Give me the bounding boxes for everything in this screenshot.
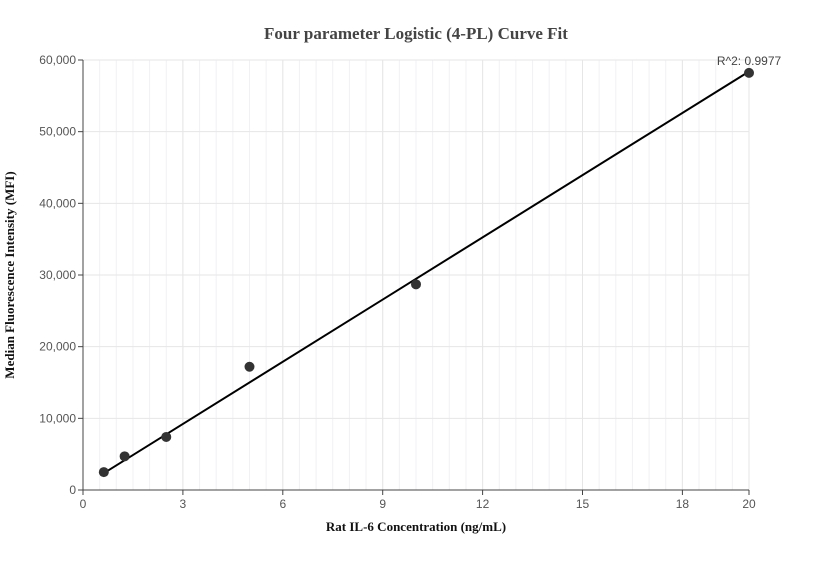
fit-curve	[103, 70, 750, 475]
chart-title: Four parameter Logistic (4-PL) Curve Fit	[264, 24, 568, 43]
x-axis-title: Rat IL-6 Concentration (ng/mL)	[326, 519, 506, 534]
data-point	[98, 467, 109, 478]
y-tick-label: 60,000	[39, 53, 76, 67]
x-tick-label: 3	[180, 497, 187, 511]
y-tick-label: 20,000	[39, 340, 76, 354]
y-tick-label: 40,000	[39, 196, 76, 210]
x-tick-label: 0	[80, 497, 87, 511]
x-tick-label: 9	[379, 497, 386, 511]
tick-labels: 0 3 6 9 12 15 18 20 0 10,000 20,000 30,000 40,000 50,…	[39, 53, 756, 511]
x-tick-label: 18	[676, 497, 690, 511]
grid	[82, 59, 750, 491]
y-tick-label: 0	[69, 483, 76, 497]
y-axis-title: Median Fluorescence Intensity (MFI)	[2, 171, 17, 378]
x-tick-label: 20	[742, 497, 756, 511]
x-tick-label: 6	[279, 497, 286, 511]
y-tick-label: 10,000	[39, 411, 76, 425]
data-point	[244, 361, 255, 372]
x-tick-label: 12	[476, 497, 490, 511]
data-point	[744, 67, 754, 78]
x-tick-label: 15	[576, 497, 590, 511]
fit-curve-group	[103, 70, 750, 475]
r-squared-annotation: R^2: 0.9977	[717, 54, 782, 68]
y-tick-label: 50,000	[39, 125, 76, 139]
data-point	[119, 451, 130, 462]
data-point	[411, 279, 421, 290]
data-points	[98, 67, 754, 478]
data-point	[161, 431, 172, 442]
y-tick-label: 30,000	[39, 268, 76, 282]
